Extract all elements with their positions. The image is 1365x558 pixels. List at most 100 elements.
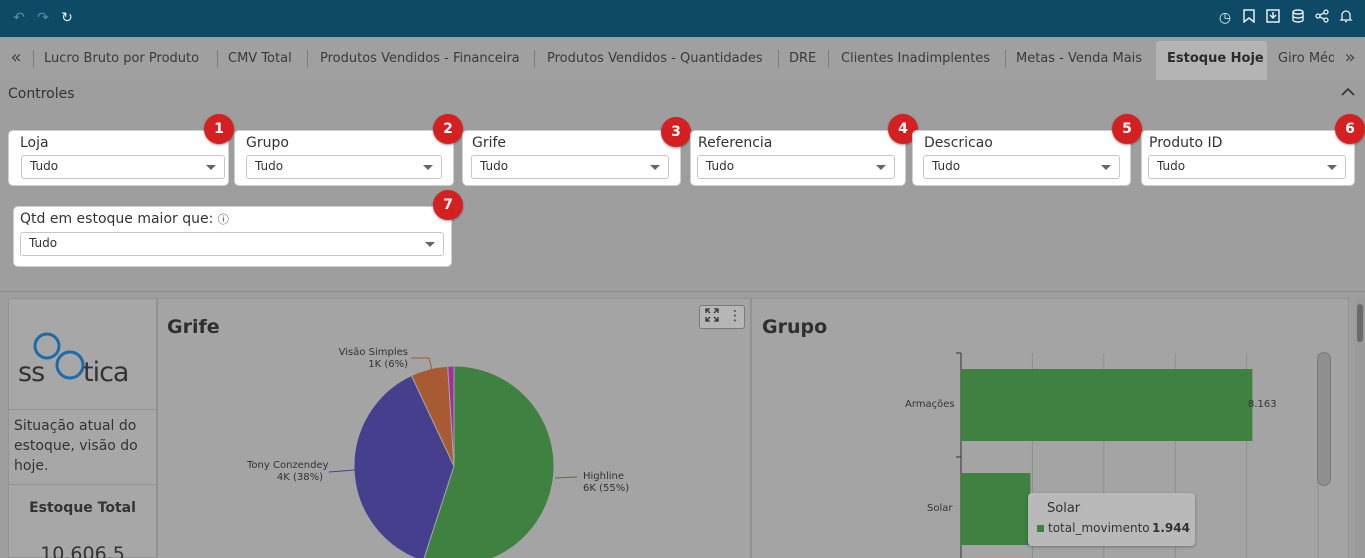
tab-giro-medio[interactable]: Giro Méd bbox=[1278, 51, 1334, 66]
pie-label-value: 1K (6%) bbox=[368, 359, 408, 370]
qtd-estoque-select[interactable]: Tudo bbox=[20, 232, 444, 256]
ssotica-logo: ss tica bbox=[18, 332, 129, 388]
tab-divider bbox=[307, 50, 308, 68]
pie-label-value: 4K (38%) bbox=[276, 472, 323, 483]
refresh-icon[interactable]: ↻ bbox=[61, 10, 73, 26]
descricao-select[interactable]: Tudo bbox=[923, 155, 1120, 179]
tooltip-series-value: 1.944 bbox=[1152, 521, 1190, 535]
database-icon[interactable] bbox=[1289, 9, 1307, 27]
chevron-down-icon bbox=[1327, 165, 1337, 170]
share-icon[interactable] bbox=[1313, 9, 1331, 27]
tab-metas-venda-mais[interactable]: Metas - Venda Mais bbox=[1016, 51, 1143, 66]
pie-slice-outros[interactable] bbox=[447, 365, 455, 467]
tab-divider bbox=[534, 50, 535, 68]
tab-divider bbox=[1005, 50, 1006, 68]
chart-toolbar: ⋮ bbox=[699, 305, 745, 329]
bookmark-icon[interactable] bbox=[1240, 9, 1258, 27]
filter-loja: Loja Tudo bbox=[8, 130, 229, 186]
pie-label-visao-simples: Visão Simples 1K (6%) bbox=[338, 347, 408, 371]
select-value: Tudo bbox=[932, 159, 961, 173]
filter-badge-7: 7 bbox=[433, 190, 463, 220]
filter-referencia: Referencia Tudo bbox=[690, 130, 906, 186]
tab-dre[interactable]: DRE bbox=[789, 51, 817, 66]
filter-produto-id: Produto ID Tudo bbox=[1141, 130, 1355, 186]
filter-label: Produto ID bbox=[1149, 135, 1223, 151]
pie-label-tony-conzendey: Tony Conzendey 4K (38%) bbox=[247, 460, 329, 484]
more-options-icon[interactable]: ⋮ bbox=[728, 308, 742, 324]
leader-line-highline bbox=[554, 476, 578, 479]
chart-zoom-scrollbar[interactable] bbox=[1317, 352, 1331, 486]
filter-label: Grife bbox=[472, 135, 507, 151]
tab-lucro-bruto[interactable]: Lucro Bruto por Produto bbox=[44, 51, 200, 66]
bar-tooltip: Solar total_movimento 1.944 bbox=[1028, 493, 1195, 546]
produto-id-select[interactable]: Tudo bbox=[1148, 155, 1346, 179]
select-value: Tudo bbox=[255, 159, 284, 173]
pie-label-highline: Highline 6K (55%) bbox=[583, 471, 629, 495]
tab-divider bbox=[217, 50, 218, 68]
clock-icon[interactable]: ◷ bbox=[1218, 10, 1232, 26]
pie-label-name: Tony Conzendey bbox=[247, 460, 329, 471]
expand-icon[interactable] bbox=[705, 308, 719, 326]
tab-cmv-total[interactable]: CMV Total bbox=[228, 51, 292, 66]
divider bbox=[9, 409, 156, 410]
filter-label: Descricao bbox=[924, 135, 993, 151]
filter-label: Loja bbox=[20, 135, 49, 151]
tabs-scroll-left-icon[interactable]: « bbox=[10, 47, 22, 68]
filter-badge-5: 5 bbox=[1112, 114, 1142, 144]
grife-chart-title: Grife bbox=[167, 316, 220, 338]
undo-icon[interactable]: ↶ bbox=[13, 10, 25, 26]
bar-value-armacoes: 8.163 bbox=[1248, 399, 1277, 410]
tabs-scroll-right-icon[interactable]: » bbox=[1344, 47, 1356, 68]
tab-produtos-financeira[interactable]: Produtos Vendidos - Financeira bbox=[320, 51, 520, 66]
bar-armaes[interactable] bbox=[961, 369, 1253, 441]
referencia-select[interactable]: Tudo bbox=[697, 155, 895, 179]
leader-line-visao-simples bbox=[411, 357, 433, 371]
grupo-select[interactable]: Tudo bbox=[246, 155, 442, 179]
controls-title: Controles bbox=[8, 86, 75, 102]
filter-descricao: Descricao Tudo bbox=[912, 130, 1131, 186]
filter-badge-6: 6 bbox=[1335, 114, 1365, 144]
kpi-value: 10.606,5 bbox=[40, 543, 125, 558]
grife-select[interactable]: Tudo bbox=[471, 155, 669, 179]
chevron-down-icon bbox=[876, 165, 886, 170]
pie-label-name: Highline bbox=[583, 471, 625, 482]
loja-select[interactable]: Tudo bbox=[21, 155, 225, 179]
filter-grife: Grife Tudo bbox=[462, 130, 681, 186]
select-value: Tudo bbox=[480, 159, 509, 173]
pie-slice-highline[interactable] bbox=[423, 365, 555, 558]
tab-estoque-hoje[interactable]: Estoque Hoje bbox=[1167, 51, 1264, 66]
page-scrollbar-thumb[interactable] bbox=[1357, 304, 1363, 342]
grupo-bar-chart bbox=[956, 352, 1319, 558]
filter-badge-4: 4 bbox=[888, 114, 918, 144]
tooltip-title: Solar bbox=[1047, 501, 1081, 516]
redo-icon[interactable]: ↷ bbox=[37, 10, 49, 26]
bar-solar[interactable] bbox=[961, 473, 1031, 545]
kpi-title: Estoque Total bbox=[29, 500, 136, 516]
pie-slice-tony-conzendey[interactable] bbox=[353, 374, 455, 558]
collapse-controls-icon[interactable] bbox=[1340, 85, 1356, 101]
tab-produtos-quantidades[interactable]: Produtos Vendidos - Quantidades bbox=[547, 51, 763, 66]
filter-label: Grupo bbox=[246, 135, 289, 151]
filter-badge-3: 3 bbox=[661, 117, 691, 147]
svg-text:ss: ss bbox=[18, 357, 44, 388]
tooltip-series-name: total_movimento bbox=[1048, 521, 1150, 535]
page-scrollbar[interactable] bbox=[1355, 298, 1365, 558]
logo-panel: ss tica bbox=[8, 298, 157, 558]
select-value: Tudo bbox=[30, 159, 59, 173]
select-value: Tudo bbox=[1157, 159, 1186, 173]
select-value: Tudo bbox=[706, 159, 735, 173]
info-icon[interactable]: ⓘ bbox=[217, 213, 229, 226]
tab-clientes-inadimplentes[interactable]: Clientes Inadimplentes bbox=[841, 51, 991, 66]
chevron-down-icon bbox=[423, 165, 433, 170]
pie-label-value: 6K (55%) bbox=[583, 483, 630, 494]
bell-icon[interactable] bbox=[1337, 9, 1355, 27]
tab-divider bbox=[33, 50, 34, 68]
filter-qtd-estoque: Qtd em estoque maior que: ⓘ Tudo bbox=[13, 206, 452, 267]
select-value: Tudo bbox=[29, 236, 58, 250]
filter-badge-2: 2 bbox=[433, 114, 463, 144]
filter-label: Qtd em estoque maior que: ⓘ bbox=[20, 211, 229, 227]
top-toolbar: ↶ ↷ ↻ ◷ bbox=[0, 0, 1365, 37]
tab-divider bbox=[778, 50, 779, 68]
download-icon[interactable] bbox=[1264, 9, 1282, 27]
svg-text:tica: tica bbox=[83, 357, 128, 388]
